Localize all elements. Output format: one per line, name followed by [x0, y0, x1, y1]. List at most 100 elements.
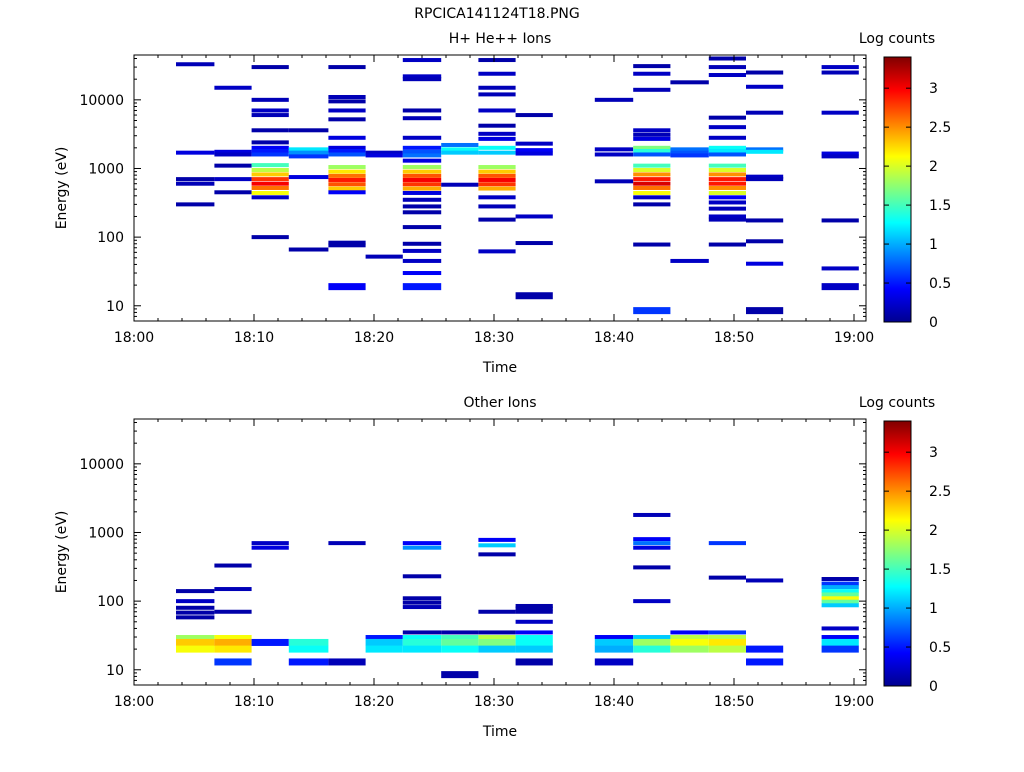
heatmap-cell [708, 148, 746, 153]
y-tick-label: 100 [97, 594, 124, 610]
heatmap-cell [708, 135, 746, 140]
heatmap-cell [708, 195, 746, 200]
heatmap-cell [478, 150, 516, 155]
heatmap-cell [670, 153, 709, 158]
heatmap-cell [251, 148, 289, 153]
heatmap-cell [288, 128, 329, 133]
heatmap-cell [515, 241, 553, 246]
panel-h-he-ions: 18:00 18:10 18:20 18:30 18:40 18:50 19:0010100… [54, 31, 951, 376]
x-tick-label: 18:50 [714, 694, 754, 710]
heatmap-cell [402, 241, 442, 246]
heatmap-cell [633, 128, 671, 133]
heatmap-cell [478, 136, 516, 141]
heatmap-cell [251, 152, 289, 157]
heatmap-cell [478, 165, 516, 170]
colorbar-tick-label: 3 [929, 81, 938, 97]
heatmap-cell [214, 177, 252, 182]
heatmap-cell [633, 136, 671, 141]
heatmap-cell [214, 149, 252, 154]
heatmap-cell [328, 186, 366, 191]
plot-frame [133, 418, 867, 686]
heatmap-cell [251, 235, 289, 240]
heatmap-cell [402, 635, 442, 640]
colorbar-tick-label: 1 [929, 601, 938, 617]
colorbar-tick-label: 2.5 [929, 120, 951, 136]
heatmap-cell [176, 605, 215, 610]
heatmap-cell [746, 174, 784, 179]
heatmap-cells [176, 512, 859, 679]
heatmap-cell [478, 195, 516, 200]
heatmap-cell [288, 154, 329, 159]
heatmap-cell [478, 645, 516, 653]
heatmap-cell [402, 574, 442, 579]
heatmap-cell [251, 185, 289, 190]
heatmap-cell [708, 56, 746, 61]
heatmap-cell [328, 182, 366, 187]
heatmap-cell [402, 190, 442, 195]
heatmap-cell [478, 182, 516, 187]
x-tick-label: 18:20 [354, 330, 394, 346]
heatmap-cell [594, 645, 634, 653]
heatmap-cell [478, 123, 516, 128]
heatmap-cell [708, 638, 746, 646]
heatmap-cell [515, 606, 553, 611]
heatmap-cell [176, 599, 215, 604]
heatmap-cell [441, 671, 479, 679]
heatmap-cell [515, 603, 553, 608]
heatmap-cell [633, 71, 671, 76]
heatmap-cell [633, 172, 671, 177]
x-tick-label: 18:30 [474, 330, 514, 346]
heatmap-cell [214, 85, 252, 90]
heatmap-cell [633, 152, 671, 157]
panel-title: H+ He++ Ions [449, 31, 552, 47]
colorbar-tick-label: 0.5 [929, 640, 951, 656]
heatmap-cell [633, 307, 671, 315]
heatmap-cell [708, 575, 746, 580]
x-tick-label: 19:00 [834, 330, 874, 346]
heatmap-cell [402, 182, 442, 187]
heatmap-cell [365, 254, 403, 259]
heatmap-cell [402, 173, 442, 178]
heatmap-cell [821, 645, 859, 653]
heatmap-cell [251, 108, 289, 113]
heatmap-cell [708, 73, 746, 78]
heatmap-cell [214, 587, 252, 592]
heatmap-cell [365, 153, 403, 158]
heatmap-cell [288, 175, 329, 180]
heatmap-cell [176, 638, 215, 646]
heatmap-cell [821, 70, 859, 75]
heatmap-cell [402, 116, 442, 121]
heatmap-cell [365, 645, 403, 653]
colorbar-tick-label: 2 [929, 523, 938, 539]
heatmap-cell [670, 258, 709, 263]
heatmap-cell [746, 645, 784, 653]
heatmap-cell [708, 635, 746, 640]
heatmap-cell [708, 214, 746, 219]
heatmap-cell [402, 210, 442, 215]
heatmap-cell [402, 153, 442, 158]
heatmap-cell [670, 150, 709, 155]
heatmap-cell [214, 190, 252, 195]
heatmap-cell [214, 152, 252, 157]
heatmap-cell [746, 658, 784, 666]
heatmap-cell [402, 165, 442, 170]
heatmap-cell [515, 619, 553, 624]
heatmap-cell [214, 638, 252, 646]
heatmap-cell [402, 225, 442, 230]
x-tick-label: 18:10 [234, 330, 274, 346]
heatmap-cell [708, 645, 746, 653]
heatmap-cell [402, 158, 442, 163]
heatmap-cell [402, 638, 442, 646]
heatmap-cell [441, 635, 479, 640]
heatmap-cell [441, 638, 479, 646]
heatmap-cell [478, 249, 516, 254]
heatmap-cell [288, 247, 329, 252]
heatmap-cell [402, 630, 442, 635]
x-tick-label: 18:10 [234, 694, 274, 710]
x-tick-label: 18:40 [594, 694, 634, 710]
colorbar-tick-label: 0 [929, 315, 938, 331]
heatmap-cell [328, 165, 366, 170]
heatmap-cell [176, 62, 215, 67]
